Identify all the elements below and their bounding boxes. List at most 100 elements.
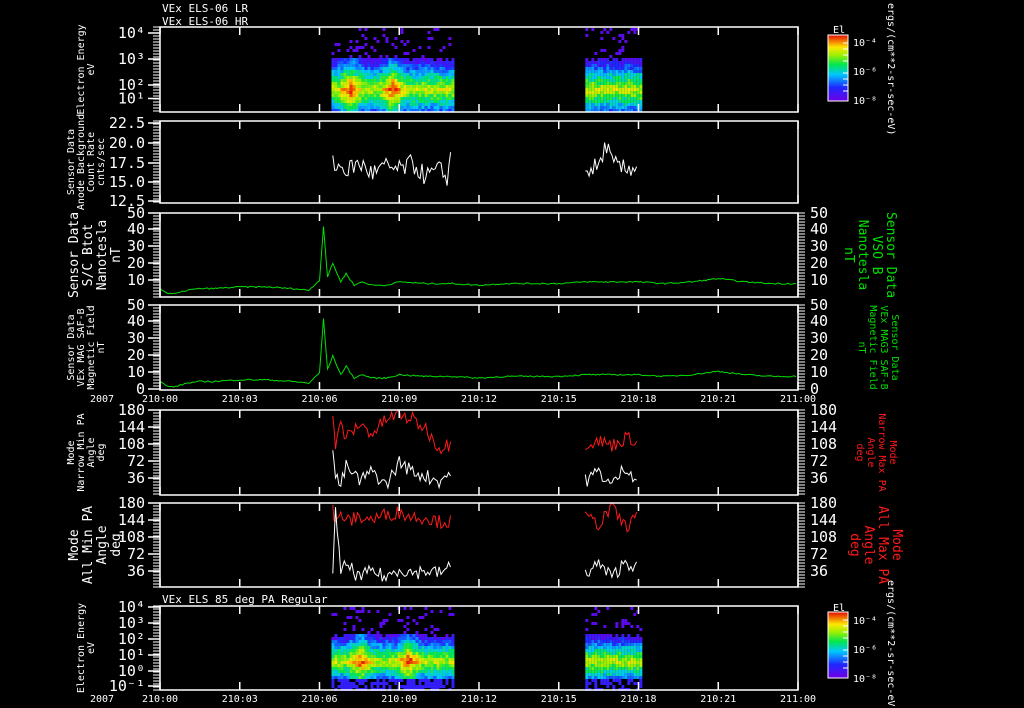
spectrogram-pixel bbox=[370, 64, 374, 67]
y-axis-label-right: Narrow Max PA bbox=[876, 413, 887, 491]
spectrogram-pixel bbox=[412, 673, 416, 676]
spectrogram-pixel bbox=[591, 667, 595, 670]
title-els-85deg: VEx ELS 85 deg PA Regular bbox=[162, 593, 328, 606]
colorbar-gradient bbox=[828, 62, 848, 64]
spectrogram-pixel bbox=[639, 103, 643, 106]
spectrogram-pixel bbox=[355, 664, 359, 667]
spectrogram-pixel bbox=[388, 634, 392, 637]
spectrogram-pixel bbox=[394, 667, 398, 670]
spectrogram-pixel bbox=[385, 79, 389, 82]
spectrogram-pixel bbox=[397, 91, 401, 94]
spectrogram-pixel bbox=[591, 94, 595, 97]
spectrogram-pixel bbox=[609, 76, 613, 79]
spectrogram-pixel bbox=[373, 61, 377, 64]
spectrogram-pixel bbox=[633, 70, 637, 73]
spectrogram-pixel bbox=[382, 82, 386, 85]
spectrogram-pixel bbox=[376, 673, 380, 676]
colorbar-gradient bbox=[828, 656, 848, 658]
spectrogram-pixel bbox=[424, 685, 428, 688]
spectrogram-pixel bbox=[630, 103, 634, 106]
spectrogram-pixel bbox=[385, 64, 389, 67]
spectrogram-pixel bbox=[388, 679, 392, 682]
spectrogram-pixel bbox=[606, 94, 610, 97]
spectrogram-pixel bbox=[397, 76, 401, 79]
spectrogram-pixel bbox=[331, 58, 335, 61]
colorbar-gradient bbox=[828, 82, 848, 84]
spectrogram-pixel bbox=[624, 58, 628, 61]
spectrogram-pixel bbox=[442, 85, 446, 88]
spectrogram-pixel bbox=[448, 73, 452, 76]
spectrogram-pixel bbox=[603, 661, 607, 664]
colorbar-gradient bbox=[828, 616, 848, 618]
spectrogram-pixel bbox=[445, 88, 449, 91]
colorbar-gradient bbox=[828, 648, 848, 650]
spectrogram-pixel bbox=[430, 58, 434, 61]
spectrogram-pixel bbox=[445, 76, 449, 79]
spectrogram-pixel bbox=[451, 91, 455, 94]
spectrogram-pixel bbox=[621, 649, 625, 652]
spectrogram-pixel bbox=[373, 97, 377, 100]
spectrogram-pixel bbox=[376, 652, 380, 655]
spectrogram-pixel bbox=[364, 649, 368, 652]
spectrogram-pixel bbox=[388, 76, 392, 79]
spectrogram-pixel bbox=[630, 58, 634, 61]
spectrogram-pixel bbox=[639, 685, 643, 688]
spectrogram-pixel bbox=[337, 43, 341, 46]
spectrogram-pixel bbox=[346, 70, 350, 73]
spectrogram-pixel bbox=[340, 643, 344, 646]
spectrogram-pixel bbox=[364, 76, 368, 79]
spectrogram-pixel bbox=[421, 655, 425, 658]
spectrogram-pixel bbox=[415, 673, 419, 676]
y-axis-label-right: Sensor Data bbox=[883, 212, 898, 298]
spectrogram-pixel bbox=[337, 79, 341, 82]
spectrogram-pixel bbox=[364, 52, 368, 55]
y-tick-label-right: 180 bbox=[810, 494, 837, 512]
spectrogram-pixel bbox=[340, 664, 344, 667]
spectrogram-pixel bbox=[603, 643, 607, 646]
spectrogram-pixel bbox=[331, 85, 335, 88]
spectrogram-pixel bbox=[409, 661, 413, 664]
spectrogram-pixel bbox=[609, 646, 613, 649]
spectrogram-pixel bbox=[421, 94, 425, 97]
y-tick-label: 22.5 bbox=[109, 114, 145, 132]
spectrogram-pixel bbox=[382, 643, 386, 646]
spectrogram-pixel bbox=[442, 46, 446, 49]
spectrogram-pixel bbox=[370, 85, 374, 88]
spectrogram-pixel bbox=[382, 664, 386, 667]
spectrogram-pixel bbox=[403, 100, 407, 103]
spectrogram-pixel bbox=[424, 670, 428, 673]
spectrogram-pixel bbox=[439, 85, 443, 88]
spectrogram-pixel bbox=[636, 73, 640, 76]
spectrogram-pixel bbox=[415, 103, 419, 106]
spectrogram-pixel bbox=[436, 85, 440, 88]
spectrogram-pixel bbox=[618, 670, 622, 673]
spectrogram-pixel bbox=[591, 100, 595, 103]
colorbar-gradient bbox=[828, 47, 848, 49]
spectrogram-pixel bbox=[361, 46, 365, 49]
spectrogram-pixel bbox=[427, 661, 431, 664]
spectrogram-pixel bbox=[349, 661, 353, 664]
spectrogram-pixel bbox=[376, 637, 380, 640]
spectrogram-pixel bbox=[373, 37, 377, 40]
spectrogram-pixel bbox=[421, 97, 425, 100]
spectrogram-pixel bbox=[397, 661, 401, 664]
spectrogram-pixel bbox=[406, 628, 410, 631]
spectrogram-pixel bbox=[451, 670, 455, 673]
spectrogram-pixel bbox=[636, 85, 640, 88]
spectrogram-pixel bbox=[615, 670, 619, 673]
spectrogram-pixel bbox=[379, 661, 383, 664]
spectrogram-pixel bbox=[585, 28, 589, 31]
spectrogram-pixel bbox=[639, 64, 643, 67]
spectrogram-pixel bbox=[358, 652, 362, 655]
spectrogram-pixel bbox=[609, 55, 613, 58]
spectrogram-pixel bbox=[624, 103, 628, 106]
spectrogram-pixel bbox=[606, 676, 610, 679]
spectrogram-pixel bbox=[343, 76, 347, 79]
spectrogram-pixel bbox=[639, 94, 643, 97]
spectrogram-pixel bbox=[373, 100, 377, 103]
spectrogram-pixel bbox=[409, 682, 413, 685]
spectrogram-pixel bbox=[430, 82, 434, 85]
spectrogram-pixel bbox=[382, 28, 386, 31]
spectrogram-pixel bbox=[627, 58, 631, 61]
spectrogram-pixel bbox=[352, 649, 356, 652]
